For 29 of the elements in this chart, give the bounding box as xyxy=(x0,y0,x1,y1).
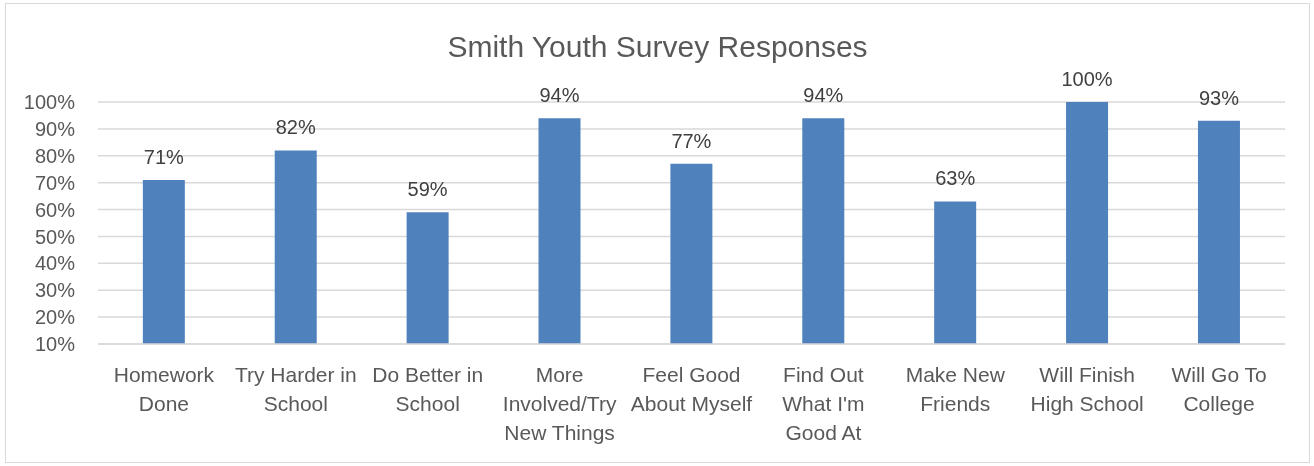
y-tick-label: 50% xyxy=(34,225,76,248)
x-tick-label: Do Better in School xyxy=(372,363,484,415)
data-label: 63% xyxy=(935,167,976,190)
y-tick-label: 90% xyxy=(34,117,76,140)
x-tick-label: Make New Friends xyxy=(905,363,1006,415)
data-label: 71% xyxy=(143,145,185,168)
x-tick-label: More Involved/Try New Things xyxy=(502,363,617,444)
y-tick-label: 70% xyxy=(34,171,76,194)
x-tick-label: Find Out What I'm Good At xyxy=(782,363,865,444)
data-label: 59% xyxy=(407,178,448,201)
x-tick-label: Feel Good About Myself xyxy=(630,363,753,415)
y-tick-label: 20% xyxy=(34,306,76,329)
y-tick-label: 10% xyxy=(34,333,76,356)
x-tick-label: Will Finish High School xyxy=(1030,363,1144,415)
y-tick-label: 30% xyxy=(34,279,76,302)
data-label: 94% xyxy=(803,84,844,107)
y-tick-label: 80% xyxy=(34,144,76,167)
y-tick-label: 40% xyxy=(34,252,76,275)
y-tick-label: 60% xyxy=(34,198,76,221)
data-label: 94% xyxy=(539,84,580,107)
x-tick-label: Try Harder in School xyxy=(234,363,357,415)
chart-title: Smith Youth Survey Responses xyxy=(446,29,869,65)
data-label: 82% xyxy=(275,116,316,139)
x-tick-label: Homework Done xyxy=(113,363,215,415)
data-label: 77% xyxy=(671,129,712,152)
data-label: 100% xyxy=(1061,68,1113,90)
y-tick-label: 100% xyxy=(23,91,76,114)
x-tick-label: Will Go To College xyxy=(1171,363,1267,415)
data-label: 93% xyxy=(1198,86,1240,109)
